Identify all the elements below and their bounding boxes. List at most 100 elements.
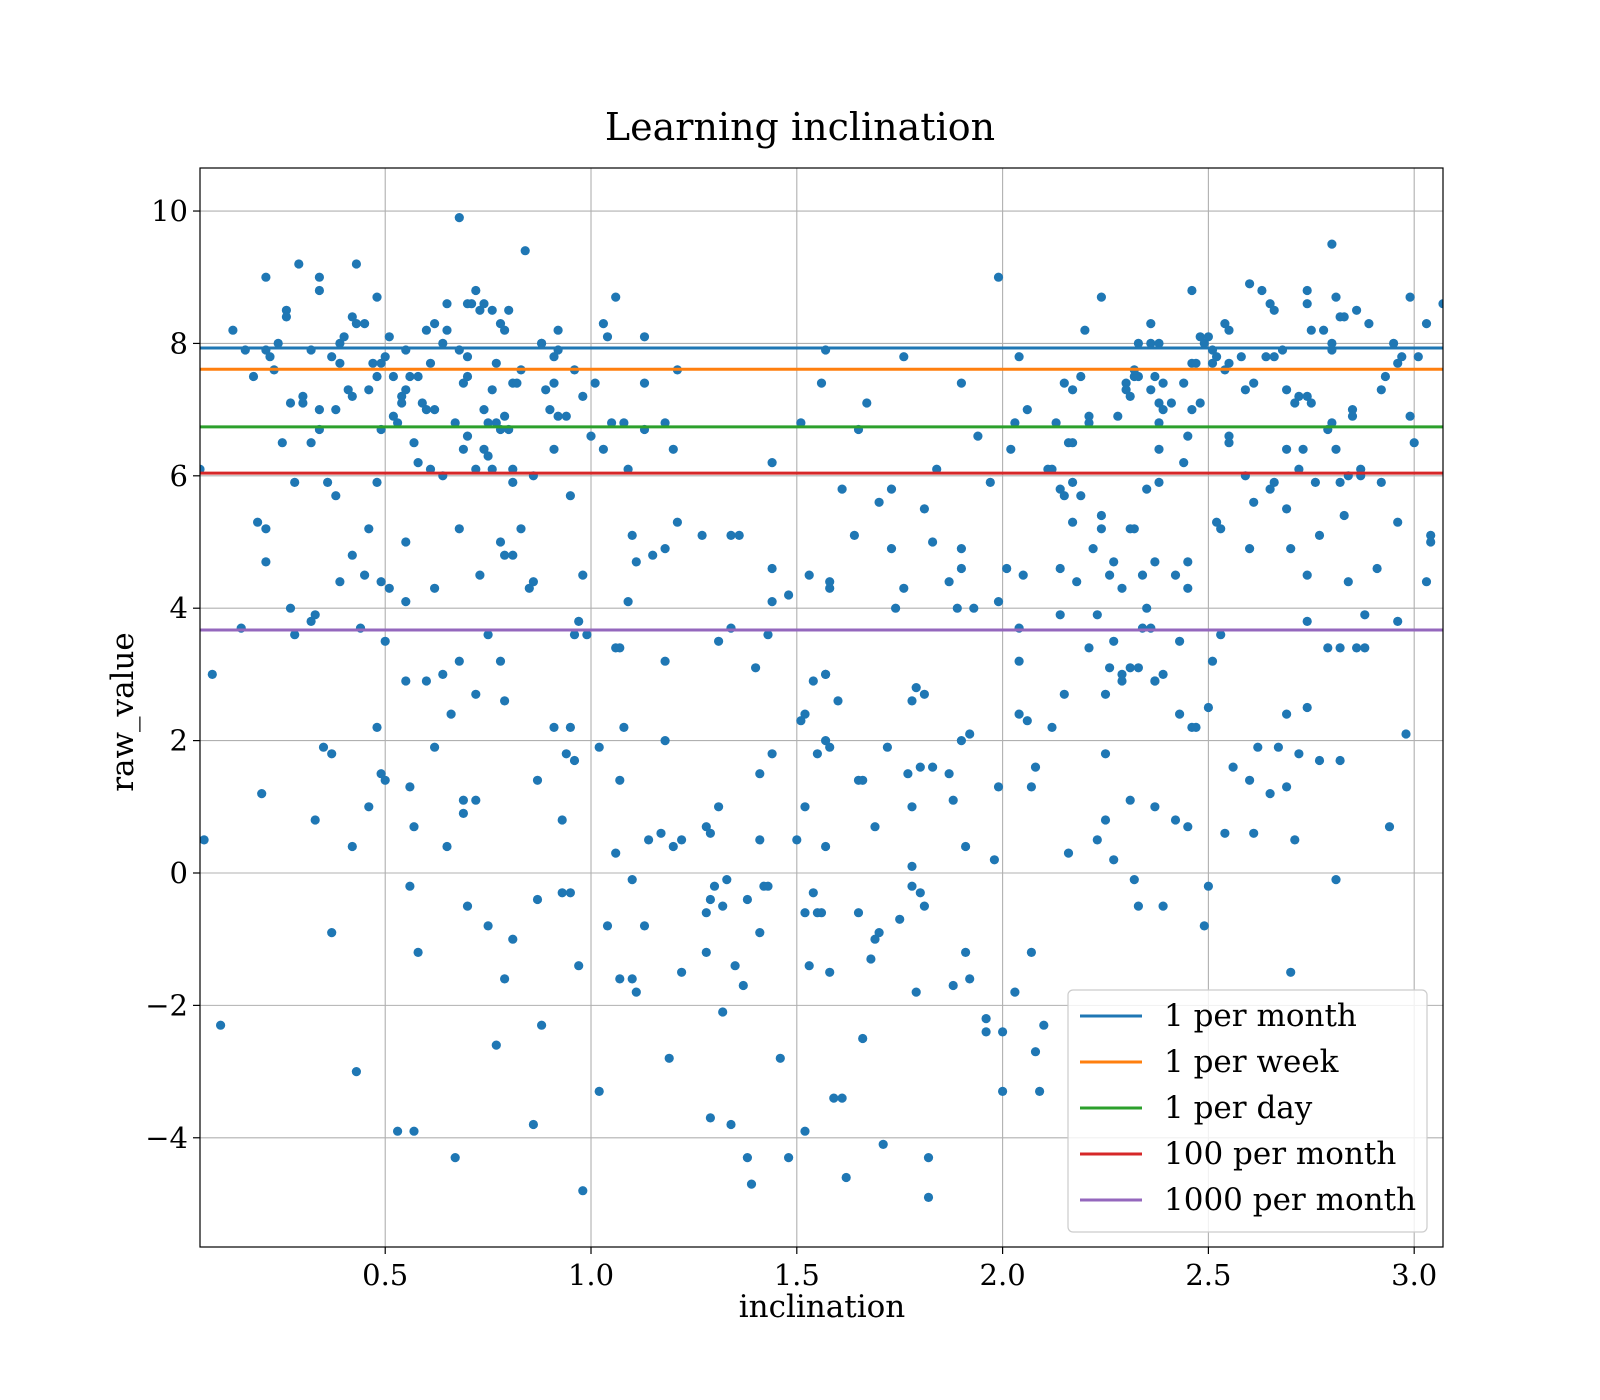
data-point [281, 312, 291, 322]
data-point [491, 358, 501, 368]
data-point [430, 405, 440, 415]
data-point [1150, 557, 1160, 567]
data-point [508, 464, 518, 474]
data-point [1006, 444, 1016, 454]
data-point [1393, 616, 1403, 627]
data-point [1224, 431, 1234, 441]
data-point [504, 305, 514, 315]
data-point [1022, 405, 1032, 415]
data-point [1421, 577, 1432, 587]
data-point [1175, 636, 1185, 646]
data-point [833, 696, 843, 706]
data-point [993, 597, 1004, 607]
data-point [1154, 338, 1164, 348]
data-point [1224, 438, 1234, 448]
data-point [405, 881, 415, 891]
data-point [1265, 789, 1275, 799]
data-point [458, 808, 468, 819]
data-point [1092, 610, 1102, 620]
data-point [1319, 325, 1329, 335]
data-point [1183, 557, 1193, 567]
data-point [1170, 570, 1181, 580]
data-point [1195, 398, 1205, 408]
data-point [327, 928, 337, 938]
data-point [384, 332, 394, 342]
data-point [956, 563, 967, 574]
data-point [701, 908, 711, 918]
data-point [965, 729, 975, 739]
data-point [401, 537, 411, 547]
data-point [808, 888, 818, 898]
data-point [878, 1139, 888, 1149]
data-point [1183, 822, 1193, 832]
data-point [1059, 491, 1069, 501]
data-point [285, 603, 296, 613]
data-point [837, 484, 847, 494]
data-point [705, 894, 716, 905]
data-point [1146, 338, 1156, 348]
data-point [1212, 352, 1222, 362]
data-point [1269, 305, 1279, 315]
data-point [1055, 610, 1065, 620]
x-axis-label: inclination [739, 1289, 906, 1325]
data-point [458, 795, 468, 805]
data-point [944, 769, 954, 779]
data-point [1273, 742, 1283, 752]
data-point [755, 928, 765, 938]
data-point [347, 391, 357, 401]
data-point [726, 530, 736, 541]
legend-label: 1 per week [1164, 1044, 1339, 1080]
data-point [1286, 967, 1296, 977]
data-point [430, 583, 440, 593]
data-point [886, 484, 897, 494]
data-point [755, 769, 765, 779]
data-point [467, 299, 477, 309]
data-point [310, 815, 320, 825]
data-point [1030, 1047, 1041, 1057]
data-point [565, 491, 576, 501]
data-point [495, 319, 506, 329]
data-point [742, 894, 753, 905]
data-point [1100, 689, 1111, 699]
data-point [1331, 444, 1341, 454]
data-point [1051, 418, 1061, 428]
y-tick-label: 6 [170, 459, 188, 493]
data-point [993, 272, 1004, 282]
data-point [714, 636, 724, 646]
data-point [294, 259, 304, 269]
data-point [409, 1126, 419, 1136]
data-point [508, 550, 518, 560]
x-tick-label: 1.0 [568, 1258, 614, 1292]
legend: 1 per month 1 per week 1 per day 100 per mo… [1067, 989, 1428, 1233]
data-point [1364, 319, 1374, 329]
x-tick-label: 0.5 [362, 1258, 408, 1292]
data-point [1092, 835, 1102, 845]
data-point [1183, 431, 1193, 441]
data-point [858, 1033, 868, 1044]
data-point [784, 1153, 794, 1163]
axes [193, 167, 1444, 1254]
data-point [598, 444, 609, 454]
data-point [1228, 762, 1238, 772]
data-point [907, 696, 917, 706]
data-point [825, 577, 835, 587]
data-point [487, 385, 497, 395]
data-point [1125, 391, 1135, 401]
data-point [1335, 477, 1345, 487]
data-point [611, 848, 621, 858]
data-point [1220, 319, 1230, 329]
data-point [483, 451, 493, 461]
data-point [438, 669, 448, 680]
data-point [928, 537, 938, 547]
data-point [1084, 418, 1094, 428]
data-point [804, 961, 814, 971]
data-point [594, 742, 604, 752]
data-point [1068, 477, 1078, 487]
data-point [932, 464, 942, 474]
data-point [261, 524, 271, 534]
data-point [462, 371, 473, 382]
data-point [804, 570, 814, 580]
data-point [475, 570, 485, 580]
data-point [1035, 1086, 1045, 1096]
data-point [1290, 835, 1300, 845]
